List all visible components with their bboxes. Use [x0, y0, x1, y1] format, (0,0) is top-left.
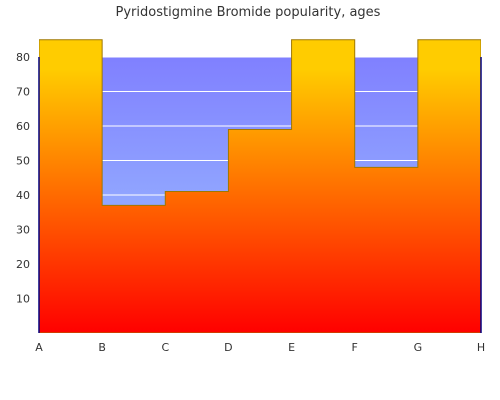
x-tick-label: F: [352, 341, 358, 354]
y-tick-label: 40: [16, 189, 30, 202]
x-axis-ticks: A B C D E F G H: [35, 341, 485, 354]
y-tick-label: 80: [16, 51, 30, 64]
y-tick-label: 20: [16, 258, 30, 271]
y-tick-label: 60: [16, 120, 30, 133]
x-tick-label: B: [98, 341, 106, 354]
y-tick-label: 70: [16, 86, 30, 99]
x-tick-label: D: [224, 341, 232, 354]
x-tick-label: C: [161, 341, 169, 354]
y-tick-label: 10: [16, 293, 30, 306]
area-series: [39, 39, 481, 333]
x-tick-label: G: [414, 341, 423, 354]
x-tick-label: A: [35, 341, 43, 354]
x-tick-label: H: [477, 341, 485, 354]
chart-title: Pyridostigmine Bromide popularity, ages: [116, 5, 381, 20]
y-tick-label: 30: [16, 224, 30, 237]
x-tick-label: E: [288, 341, 295, 354]
y-axis-ticks: 10 20 30 40 50 60 70 80: [16, 51, 30, 306]
y-tick-label: 50: [16, 155, 30, 168]
